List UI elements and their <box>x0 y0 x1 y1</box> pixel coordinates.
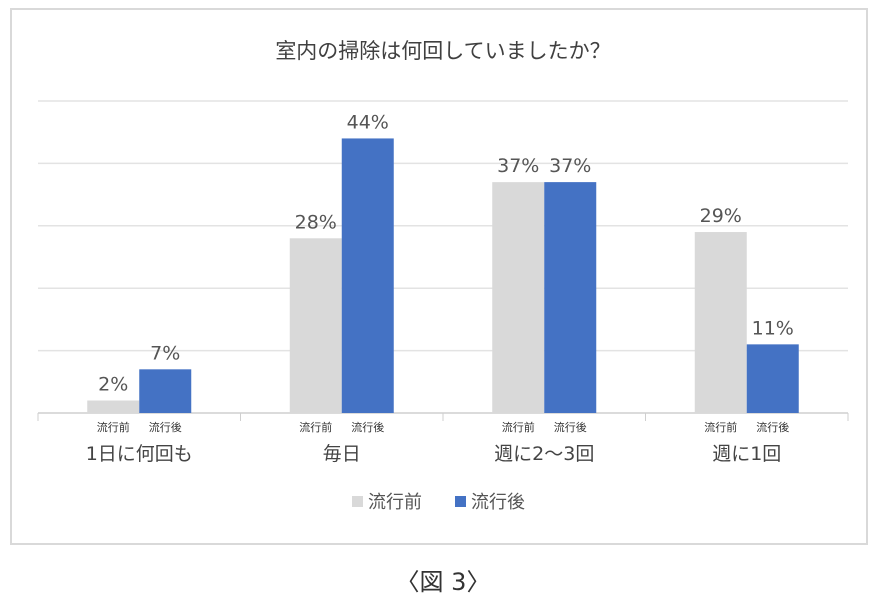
data-label: 2% <box>98 374 128 396</box>
data-label: 29% <box>700 205 742 227</box>
bar-after <box>139 369 192 413</box>
data-label: 44% <box>347 111 389 133</box>
sub-category-label: 流行前 <box>502 420 535 434</box>
sub-category-label: 流行前 <box>299 420 332 434</box>
bar-after <box>341 138 394 413</box>
legend-swatch <box>455 496 466 507</box>
sub-category-label: 流行前 <box>704 420 737 434</box>
sub-category-label: 流行後 <box>554 420 587 434</box>
sub-category-label: 流行後 <box>351 420 384 434</box>
legend-label: 流行前 <box>368 492 422 513</box>
bar-after <box>544 182 597 413</box>
legend-label: 流行後 <box>471 492 525 513</box>
sub-category-label: 流行後 <box>149 420 182 434</box>
data-label: 11% <box>752 317 794 339</box>
category-label: 毎日 <box>323 443 361 465</box>
bar-before <box>694 232 747 413</box>
bar-after <box>746 344 799 413</box>
category-label: 週に1回 <box>712 443 781 465</box>
category-label: 週に2～3回 <box>494 443 594 465</box>
data-label: 28% <box>295 211 337 233</box>
sub-category-label: 流行前 <box>97 420 130 434</box>
data-label: 7% <box>150 342 180 364</box>
bar-before <box>87 400 140 413</box>
sub-category-label: 流行後 <box>756 420 789 434</box>
bar-before <box>492 182 545 413</box>
category-label: 1日に何回も <box>86 443 193 465</box>
figure-caption: 〈図 3〉 <box>395 568 491 596</box>
legend-swatch <box>352 496 363 507</box>
chart-title: 室内の掃除は何回していましたか？ <box>275 39 610 63</box>
data-label: 37% <box>549 155 591 177</box>
bar-before <box>289 238 342 413</box>
data-label: 37% <box>497 155 539 177</box>
